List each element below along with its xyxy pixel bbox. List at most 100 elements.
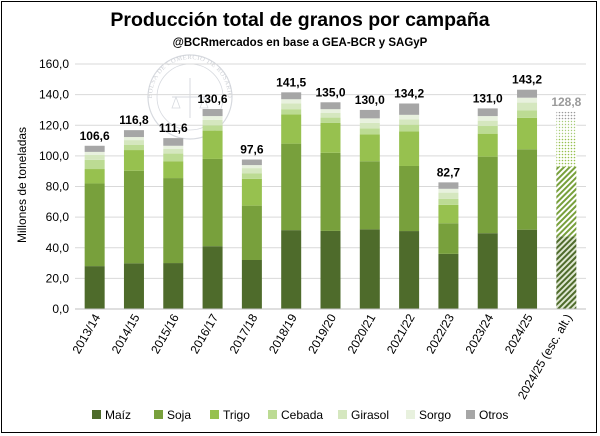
bar-sorgo-2014-15 xyxy=(123,137,144,141)
y-tick-label: 20,0 xyxy=(46,271,70,285)
bar-otros-2024-25 xyxy=(517,89,538,98)
bar-otros-2018-19 xyxy=(281,92,302,100)
bar-soja-2021-22 xyxy=(399,165,420,232)
x-tick-label: 2022/23 xyxy=(423,311,457,356)
y-tick-label: 100,0 xyxy=(39,149,69,163)
bar-soja-2024-25 xyxy=(517,149,538,230)
total-label-2022-23: 82,7 xyxy=(437,165,461,179)
x-tick-label: 2013/14 xyxy=(69,311,103,356)
bar-soja-2014-15 xyxy=(123,170,144,264)
y-tick-label: 80,0 xyxy=(46,180,70,194)
total-labels: 106,6 116,8 111,6 130,6 97,6 141,5 135,0 130,0 1… xyxy=(80,73,582,180)
bar-sorgo-2024-25-esc-alt xyxy=(556,120,577,126)
legend-swatch-maiz xyxy=(92,410,101,419)
bar-maiz-2024-25 xyxy=(517,229,538,309)
bar-maiz-2023-24 xyxy=(477,233,498,309)
bar-maiz-2019-20 xyxy=(320,230,341,309)
legend: Maíz Soja Trigo Cebada Girasol Sorgo Otros xyxy=(92,408,508,422)
bar-girasol-2013-14 xyxy=(84,154,105,160)
bar-otros-2016-17 xyxy=(202,109,223,117)
x-tick-label: 2018/19 xyxy=(266,311,300,356)
bar-soja-2023-24 xyxy=(477,156,498,234)
bar-otros-2024-25-esc-alt xyxy=(556,111,577,121)
bar-girasol-2024-25-esc-alt xyxy=(556,125,577,132)
bar-trigo-2016-17 xyxy=(202,130,223,159)
bar-cebada-2023-24 xyxy=(477,126,498,134)
bar-trigo-2017-18 xyxy=(241,178,262,206)
total-label-2023-24: 131,0 xyxy=(473,91,503,105)
bar-otros-2021-22 xyxy=(399,103,420,115)
bar-trigo-2014-15 xyxy=(123,150,144,171)
total-label-2017-18: 97,6 xyxy=(240,143,264,157)
bar-trigo-2023-24 xyxy=(477,133,498,157)
bar-girasol-2017-18 xyxy=(241,168,262,174)
legend-swatch-soja xyxy=(154,410,163,419)
total-label-2024-25-esc-alt: 128,8 xyxy=(551,95,581,109)
bar-sorgo-2015-16 xyxy=(163,145,184,149)
bar-cebada-2015-16 xyxy=(163,153,184,162)
bar-girasol-2014-15 xyxy=(123,140,144,145)
bar-cebada-2013-14 xyxy=(84,159,105,170)
bar-trigo-2020-21 xyxy=(359,134,380,162)
y-tick-label: 160,0 xyxy=(39,57,69,71)
total-label-2013-14: 106,6 xyxy=(80,129,110,143)
y-tick-label: 120,0 xyxy=(39,118,69,132)
x-tick-label: 2015/16 xyxy=(148,311,182,356)
bar-maiz-2013-14 xyxy=(84,266,105,309)
bar-trigo-2022-23 xyxy=(438,204,459,224)
legend-label-soja: Soja xyxy=(167,408,191,422)
bar-girasol-2018-19 xyxy=(281,103,302,110)
total-label-2020-21: 130,0 xyxy=(355,93,385,107)
legend-label-cebada: Cebada xyxy=(281,408,323,422)
bar-girasol-2024-25 xyxy=(517,102,538,111)
x-axis-ticks: 2013/14 2014/15 2015/16 2016/17 2017/18 2018/… xyxy=(69,311,575,401)
legend-swatch-sorgo xyxy=(406,410,415,419)
bars xyxy=(84,89,577,309)
bar-trigo-2018-19 xyxy=(281,114,302,144)
bar-otros-2019-20 xyxy=(320,102,341,110)
bar-cebada-2024-25 xyxy=(517,110,538,118)
bar-sorgo-2013-14 xyxy=(84,151,105,155)
bar-otros-2023-24 xyxy=(477,108,498,117)
legend-label-girasol: Girasol xyxy=(351,408,389,422)
x-tick-label: 2024/25 xyxy=(502,311,536,356)
legend-swatch-cebada xyxy=(268,410,277,419)
bar-cebada-2022-23 xyxy=(438,198,459,205)
bar-maiz-2022-23 xyxy=(438,253,459,309)
bar-otros-2022-23 xyxy=(438,182,459,189)
bar-girasol-2016-17 xyxy=(202,119,223,126)
bar-cebada-2018-19 xyxy=(281,109,302,115)
y-tick-label: 140,0 xyxy=(39,88,69,102)
legend-swatch-trigo xyxy=(210,410,219,419)
bar-sorgo-2019-20 xyxy=(320,109,341,113)
bar-cebada-2019-20 xyxy=(320,117,341,123)
bar-maiz-2017-18 xyxy=(241,260,262,309)
x-tick-label: 2019/20 xyxy=(305,311,339,356)
bar-sorgo-2021-22 xyxy=(399,114,420,120)
bar-cebada-2020-21 xyxy=(359,128,380,135)
x-tick-label: 2023/24 xyxy=(463,311,497,356)
legend-label-otros: Otros xyxy=(479,408,508,422)
bar-cebada-2017-18 xyxy=(241,173,262,179)
bar-maiz-2020-21 xyxy=(359,229,380,309)
bar-otros-2014-15 xyxy=(123,130,144,138)
bar-sorgo-2022-23 xyxy=(438,188,459,193)
y-axis-ticks: 0,0 20,0 40,0 60,0 80,0 100,0 120,0 140,0 160,0 xyxy=(39,57,69,316)
y-axis-label: Millones de toneladas xyxy=(15,127,29,243)
bar-maiz-2024-25-esc-alt xyxy=(556,236,577,309)
x-tick-label: 2014/15 xyxy=(109,311,143,356)
bar-girasol-2020-21 xyxy=(359,122,380,129)
bar-otros-2020-21 xyxy=(359,109,380,119)
bar-sorgo-2023-24 xyxy=(477,116,498,121)
bar-trigo-2013-14 xyxy=(84,169,105,184)
bar-maiz-2015-16 xyxy=(163,263,184,309)
bar-soja-2013-14 xyxy=(84,183,105,267)
legend-swatch-girasol xyxy=(338,410,347,419)
x-tick-label: 2021/22 xyxy=(384,311,418,356)
bar-girasol-2023-24 xyxy=(477,120,498,127)
bar-soja-2018-19 xyxy=(281,143,302,231)
bar-sorgo-2020-21 xyxy=(359,118,380,123)
legend-swatch-otros xyxy=(466,410,475,419)
x-tick-label: 2020/21 xyxy=(345,311,379,356)
